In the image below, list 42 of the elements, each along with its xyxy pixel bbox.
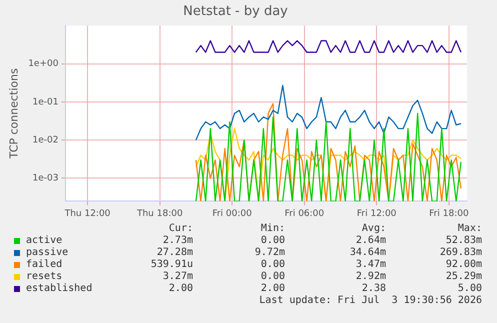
text: 0.00 <box>260 235 285 246</box>
text: 2.92m <box>356 271 386 282</box>
text: 2.64m <box>356 235 386 246</box>
legend-label: active <box>26 235 62 246</box>
text: 0.00 <box>260 259 285 270</box>
text: 0.00 <box>260 271 285 282</box>
text: Avg: <box>362 223 386 234</box>
chart-title: Netstat - by day <box>183 4 288 20</box>
text: 25.29m <box>446 271 482 282</box>
text: 9.72m <box>254 247 285 258</box>
y-tick-label: 1e+00 <box>28 59 59 70</box>
text: Cur: <box>168 223 193 234</box>
legend-label: failed <box>26 259 62 270</box>
text: 2.00 <box>260 283 285 294</box>
x-tick-label: Fri 00:00 <box>212 208 252 219</box>
text: 92.00m <box>446 259 482 270</box>
text: 5.00 <box>458 283 482 294</box>
y-tick-label: 1e-03 <box>32 174 58 184</box>
text: 2.38 <box>362 283 386 294</box>
legend-label: established <box>26 283 92 294</box>
text: 2.73m <box>162 235 193 246</box>
text: 269.83m <box>440 247 482 258</box>
text: 539.91u <box>150 259 193 270</box>
legend-label: passive <box>26 247 68 258</box>
text: 3.47m <box>356 259 386 270</box>
text: 3.27m <box>162 271 193 282</box>
y-axis-title: TCP connections <box>7 68 20 160</box>
x-tick-label: Thu 12:00 <box>64 208 111 219</box>
text: 52.83m <box>446 235 482 246</box>
y-tick-label: 1e-01 <box>32 97 58 108</box>
x-tick-label: Thu 18:00 <box>136 208 183 219</box>
legend-label: resets <box>26 271 62 282</box>
text: Last update: Fri Jul 3 19:30:56 2026 <box>259 295 482 306</box>
x-tick-label: Fri 18:00 <box>429 208 469 219</box>
text: Min: <box>260 223 285 234</box>
text: 34.64m <box>350 247 386 258</box>
x-tick-label: Fri 06:00 <box>284 208 324 219</box>
text: 27.28m <box>156 247 193 258</box>
text: 2.00 <box>168 283 193 294</box>
y-tick-label: 1e-02 <box>32 135 58 146</box>
text: Max: <box>458 223 482 234</box>
x-tick-label: Fri 12:00 <box>356 208 397 219</box>
